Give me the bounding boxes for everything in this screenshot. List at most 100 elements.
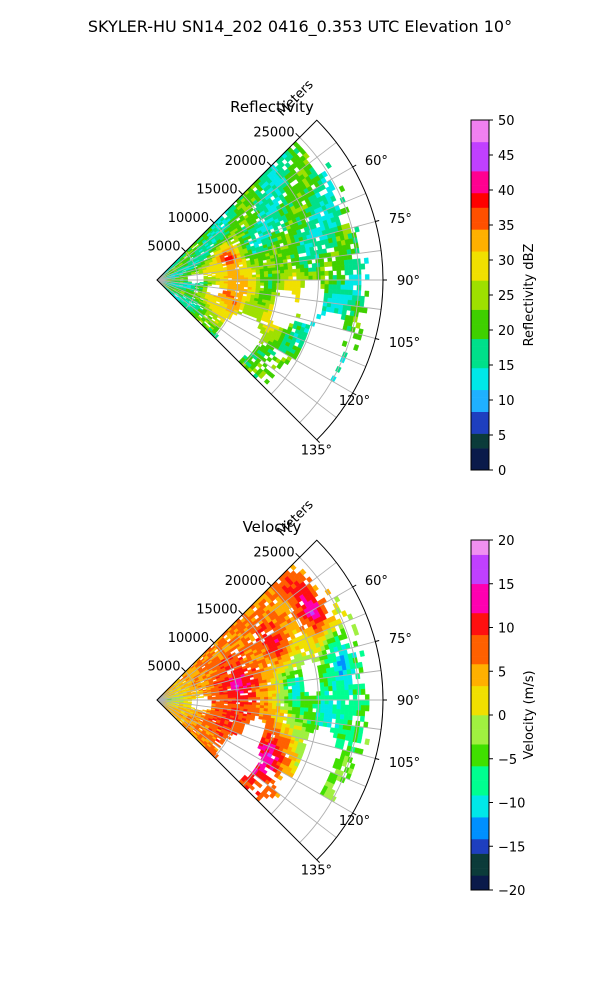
radar-gate [352,704,358,711]
radar-gate [364,274,370,281]
radar-gate [280,276,285,281]
radar-gate [363,721,369,728]
azimuth-tick-label: 60° [365,154,388,169]
radar-gate [340,689,346,696]
radar-gate [268,696,273,701]
radar-gate [288,276,293,281]
radar-gate [351,258,357,265]
azimuth-tick [352,584,357,588]
radar-gate [280,283,285,287]
colorbar-tick-label: 15 [498,359,515,374]
radar-gate [239,690,245,694]
colorbar-segment [471,309,489,318]
radar-gate [341,309,347,316]
radar-gate [324,284,330,290]
radar-gate [243,284,249,288]
colorbar-segment [471,707,489,716]
colorbar-segment [471,773,489,781]
colorbar-segment [471,229,489,237]
radar-gate [269,372,276,379]
radar-gate [296,692,301,697]
radar-gate [284,692,289,697]
radar-gate [336,699,342,706]
radar-gate [348,284,354,291]
radar-gate [311,263,317,268]
radar-gate [255,282,261,286]
radar-gate [357,731,363,739]
range-tick [238,190,243,195]
radar-gate [328,708,333,715]
radar-gate [300,692,305,697]
colorbar-tick-label: −10 [498,797,525,812]
colorbar-segment [471,163,489,172]
radar-gate [271,690,277,695]
radar-gate [258,715,264,720]
radar-gate [311,712,317,717]
radar-gate [352,689,358,696]
radar-gate [259,268,265,273]
azimuth-spoke [156,221,376,281]
azimuth-spoke [156,279,337,418]
colorbar-segment [471,715,489,723]
radar-gate [360,683,366,690]
radar-gate [344,684,350,691]
radar-gate [300,279,305,285]
radar-gate [335,713,341,720]
range-tick-label: 25000 [253,125,294,140]
radar-gate [295,710,301,716]
radar-gate [247,282,253,286]
radar-gate [352,274,358,281]
range-tick [295,132,301,138]
colorbar-segment [471,273,489,281]
radar-gate [284,699,289,704]
radar-gate [287,286,293,291]
radar-gate [283,286,289,291]
range-tick [209,638,215,644]
radar-gate [263,268,269,272]
radar-gate [343,679,349,686]
radar-gate [291,710,297,715]
radar-gate [296,279,301,284]
radar-gate [323,292,329,299]
colorbar-segment [471,346,489,354]
figure-title: SKYLER-HU SN14_202 0416_0.353 UTC Elevat… [88,17,512,37]
radar-gate [340,279,346,286]
colorbar-segment [471,678,489,687]
radar-gate [247,272,253,276]
radar-gate [255,691,261,696]
radar-gate [320,695,326,701]
colorbar-tick-label: −5 [498,753,517,768]
radar-gate [304,267,309,273]
radar-gate [360,710,366,717]
colorbar-segment [471,404,489,412]
radar-gate [353,344,360,352]
radar-gate [279,286,285,291]
azimuth-tick-label: 75° [389,212,412,227]
colorbar-segment [471,685,489,694]
radar-gate [328,699,334,705]
radar-gate [320,310,327,316]
radar-gate [259,691,265,695]
radar-gate [308,275,313,281]
radar-gate [329,184,336,192]
radar-gate [259,688,265,693]
colorbar-segment [471,287,489,296]
radar-gate [268,702,273,707]
colorbar-segment [471,838,489,847]
radar-gate [312,699,318,705]
radar-gate [339,260,345,266]
azimuth-tick-label: 120° [339,394,370,409]
radar-gate [243,272,249,276]
colorbar-segment [471,649,489,657]
radar-gate [324,690,330,696]
colorbar-segment [471,367,489,376]
radar-gate [296,272,301,277]
colorbar-segment [471,882,489,891]
radar-gate [267,687,273,692]
radar-gate [319,712,325,718]
colorbar-tick-label: 45 [498,149,515,164]
radar-gate [255,694,261,698]
colorbar-segment [471,722,489,730]
azimuth-tick-label: 60° [365,574,388,589]
radar-gate [259,271,265,275]
